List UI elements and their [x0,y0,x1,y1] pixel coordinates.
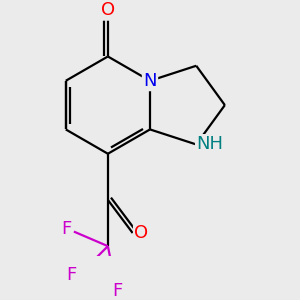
Text: F: F [66,266,76,284]
Text: O: O [134,224,148,242]
Text: F: F [112,282,123,300]
Text: N: N [143,72,157,90]
Text: NH: NH [196,136,224,154]
Text: O: O [101,1,115,19]
Text: F: F [61,220,72,238]
